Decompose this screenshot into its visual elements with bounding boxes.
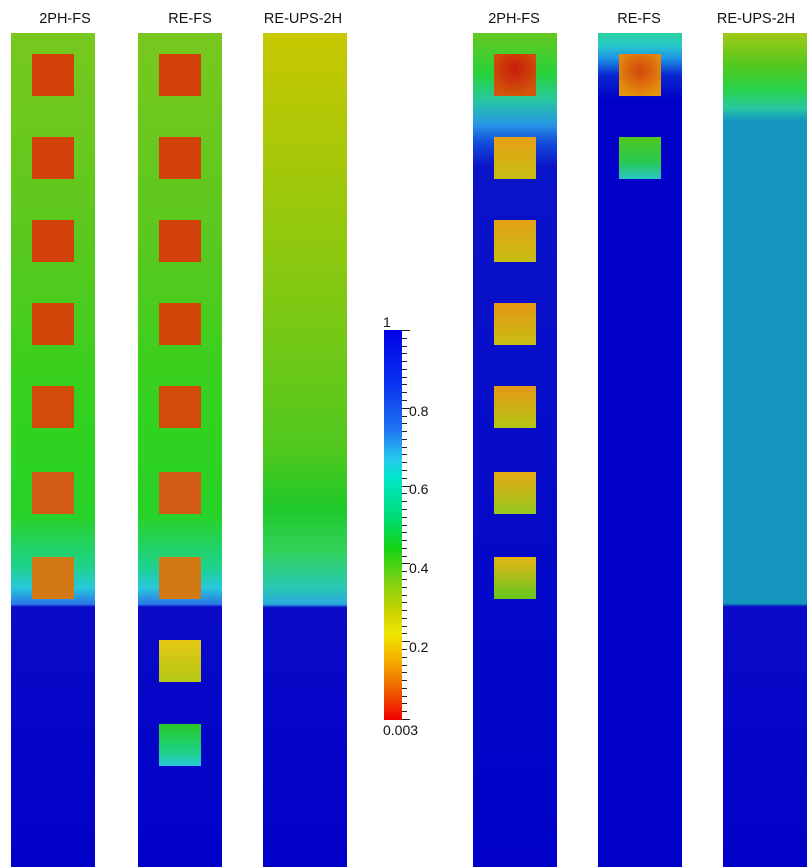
colorbar-tick-label: 0.8 [409, 403, 429, 419]
left-cell [159, 220, 201, 262]
left-cell [32, 137, 74, 179]
left-cell [159, 724, 201, 766]
left-strip-re-ups-2h [263, 33, 347, 867]
left-cell [159, 386, 201, 428]
left-cell [32, 54, 74, 96]
right-cell [494, 557, 536, 599]
left-title-2ph-fs: 2PH-FS [39, 11, 91, 27]
right-strip-re-fs [598, 33, 682, 867]
right-strip-re-ups-2h [723, 33, 807, 867]
right-cell [494, 386, 536, 428]
left-cell [159, 640, 201, 682]
right-cell [494, 137, 536, 179]
colorbar-ticks [402, 330, 410, 720]
colorbar-min-label: 0.003 [383, 722, 419, 738]
right-cell [494, 472, 536, 514]
left-cell [159, 303, 201, 345]
left-strip-re-fs [138, 33, 222, 867]
right-cell [619, 54, 661, 96]
left-cell [159, 54, 201, 96]
left-title-re-ups-2h: RE-UPS-2H [263, 11, 343, 27]
colorbar-max-label: 1 [383, 314, 391, 330]
left-cell [159, 137, 201, 179]
right-cell [494, 303, 536, 345]
left-strip-2ph-fs [11, 33, 95, 867]
colorbar-tick-label: 0.2 [409, 639, 429, 655]
left-cell [159, 557, 201, 599]
colorbar-tick-label: 0.4 [409, 560, 429, 576]
left-cell [32, 386, 74, 428]
right-title-re-ups-2h: RE-UPS-2H [716, 11, 796, 27]
left-cell [159, 472, 201, 514]
colorbar-tick-label: 0.6 [409, 481, 429, 497]
left-title-re-fs: RE-FS [168, 11, 212, 27]
right-cell [494, 220, 536, 262]
right-cell [619, 137, 661, 179]
right-strip-2ph-fs [473, 33, 557, 867]
colorbar-gradient [384, 330, 402, 720]
right-title-2ph-fs: 2PH-FS [488, 11, 540, 27]
left-cell [32, 303, 74, 345]
right-title-re-fs: RE-FS [617, 11, 661, 27]
right-cell [494, 54, 536, 96]
left-cell [32, 557, 74, 599]
left-cell [32, 220, 74, 262]
left-cell [32, 472, 74, 514]
